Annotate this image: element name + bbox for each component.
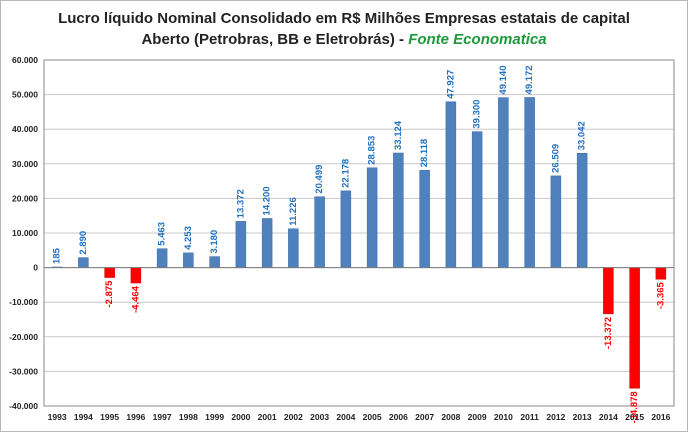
data-label: 33.124: [393, 120, 404, 150]
bar: [655, 267, 667, 280]
data-label: 28.118: [419, 139, 430, 168]
x-tick-label: 2009: [468, 412, 487, 422]
bar: [419, 170, 430, 268]
bar: [183, 252, 194, 268]
x-tick-label: 2001: [258, 412, 277, 422]
data-label: 185: [52, 247, 63, 264]
bar: [498, 97, 509, 268]
data-label: 22.178: [340, 159, 351, 188]
x-tick-label: 1995: [100, 412, 119, 422]
chart-title-line2: Aberto (Petrobras, BB e Eletrobrás) - Fo…: [0, 29, 688, 50]
data-label: 49.140: [498, 66, 509, 95]
chart-title-line2-text: Aberto (Petrobras, BB e Eletrobrás) -: [141, 31, 405, 48]
x-tick-label: 2016: [651, 412, 670, 422]
y-tick-label: 30.000: [12, 159, 38, 169]
x-tick-label: 2014: [599, 412, 618, 422]
x-tick-label: 2002: [284, 412, 303, 422]
x-tick-label: 2011: [520, 412, 539, 422]
x-tick-label: 2015: [625, 412, 644, 422]
y-tick-label: 0: [33, 263, 38, 273]
data-label: 28.853: [367, 136, 378, 165]
data-label: 4.253: [183, 226, 194, 250]
bar: [130, 267, 142, 284]
y-tick-label: 60.000: [12, 55, 38, 65]
y-tick-label: 40.000: [12, 124, 38, 134]
data-label: -2.875: [104, 280, 115, 308]
y-tick-label: -20.000: [9, 332, 38, 342]
data-label: -34.878: [629, 391, 640, 423]
bar: [471, 131, 483, 268]
bar: [288, 228, 299, 268]
y-tick-label: 50.000: [12, 90, 38, 100]
y-tick-label: -40.000: [9, 401, 38, 411]
chart-title: Lucro líquido Nominal Consolidado em R$ …: [0, 8, 688, 50]
x-tick-label: 2008: [441, 412, 460, 422]
bar: [235, 221, 247, 268]
bar: [156, 248, 168, 268]
bar: [261, 218, 273, 268]
data-label: 5.463: [157, 222, 168, 246]
x-tick-label: 2006: [389, 412, 408, 422]
x-tick-label: 2004: [336, 412, 355, 422]
data-label: 20.499: [314, 165, 325, 194]
bar: [629, 267, 640, 389]
bar: [340, 190, 352, 268]
x-tick-label: 1996: [126, 412, 145, 422]
bar: [393, 152, 404, 268]
data-label: 47.927: [445, 70, 456, 99]
data-label: 39.300: [472, 100, 483, 129]
x-tick-label: 2005: [363, 412, 382, 422]
bar: [445, 101, 457, 268]
data-label: 2.890: [78, 231, 89, 255]
y-tick-label: 10.000: [12, 228, 38, 238]
x-tick-label: 2003: [310, 412, 329, 422]
data-label: -4.464: [130, 285, 141, 313]
data-label: -13.372: [603, 317, 614, 349]
x-tick-label: 2007: [415, 412, 434, 422]
bar: [524, 97, 535, 268]
x-tick-label: 1998: [179, 412, 198, 422]
data-label: -3.365: [655, 282, 666, 310]
data-label: 26.509: [550, 144, 561, 173]
chart-title-source: Fonte Economatica: [408, 31, 547, 48]
data-label: 33.042: [577, 121, 588, 150]
x-tick-label: 1999: [205, 412, 224, 422]
y-tick-label: -30.000: [9, 366, 38, 376]
data-label: 11.226: [288, 197, 299, 226]
bar: [550, 175, 562, 268]
x-tick-label: 1997: [153, 412, 172, 422]
plot-area: [43, 59, 675, 407]
y-tick-label: 20.000: [12, 193, 38, 203]
data-label: 3.180: [209, 230, 220, 254]
x-tick-label: 2012: [546, 412, 565, 422]
chart-title-line1: Lucro líquido Nominal Consolidado em R$ …: [58, 10, 630, 27]
x-tick-label: 2000: [231, 412, 250, 422]
x-tick-label: 1993: [48, 412, 67, 422]
x-tick-label: 2013: [573, 412, 592, 422]
bar: [104, 267, 115, 278]
data-label: 13.372: [235, 189, 246, 218]
data-label: 14.200: [262, 186, 273, 215]
bar: [209, 256, 220, 268]
data-label: 49.172: [524, 65, 535, 94]
bar: [78, 257, 89, 268]
x-tick-label: 2010: [494, 412, 513, 422]
bar: [314, 196, 325, 268]
x-tick-label: 1994: [74, 412, 93, 422]
bar: [603, 267, 614, 315]
bar: [366, 167, 378, 268]
bar: [576, 153, 588, 268]
y-tick-label: -10.000: [9, 297, 38, 307]
